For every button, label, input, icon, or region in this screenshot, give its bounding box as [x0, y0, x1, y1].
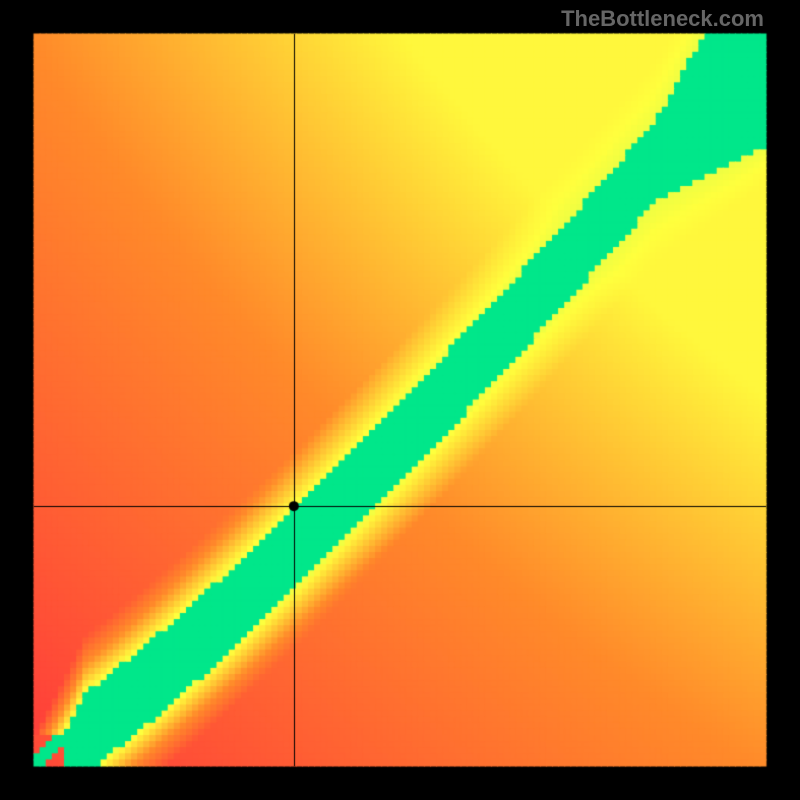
- watermark-text: TheBottleneck.com: [561, 6, 764, 32]
- bottleneck-heatmap: [0, 0, 800, 800]
